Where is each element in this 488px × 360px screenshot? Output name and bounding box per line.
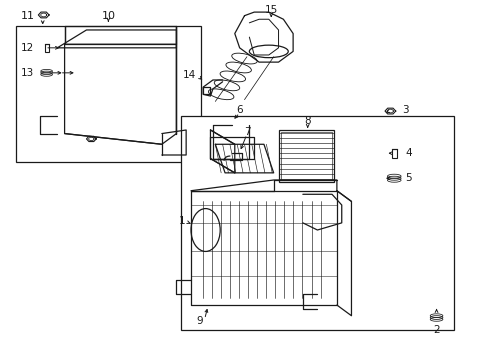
Text: 10: 10 <box>101 11 115 21</box>
Bar <box>181 116 453 330</box>
Text: 13: 13 <box>21 68 34 78</box>
Text: 11: 11 <box>21 11 35 21</box>
Text: 4: 4 <box>404 148 411 158</box>
Text: 1: 1 <box>178 216 185 226</box>
Bar <box>16 26 201 162</box>
Bar <box>45 44 49 52</box>
Text: 9: 9 <box>196 316 203 326</box>
Text: 15: 15 <box>264 5 277 15</box>
Bar <box>391 149 396 158</box>
Text: 14: 14 <box>182 69 196 80</box>
Text: 8: 8 <box>304 116 310 126</box>
Text: 2: 2 <box>432 325 439 335</box>
Text: 7: 7 <box>243 127 250 137</box>
Text: 5: 5 <box>404 173 411 183</box>
Text: 6: 6 <box>236 105 243 115</box>
Text: 12: 12 <box>21 43 34 53</box>
Text: 3: 3 <box>402 105 408 115</box>
Bar <box>278 130 334 182</box>
